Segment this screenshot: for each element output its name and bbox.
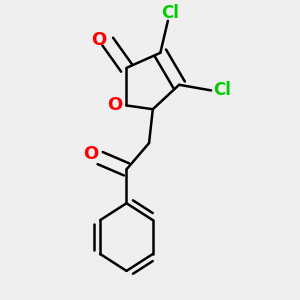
Text: O: O [108,97,123,115]
Text: O: O [83,145,98,163]
Text: Cl: Cl [161,4,179,22]
Text: Cl: Cl [213,81,231,99]
Text: O: O [92,31,107,49]
